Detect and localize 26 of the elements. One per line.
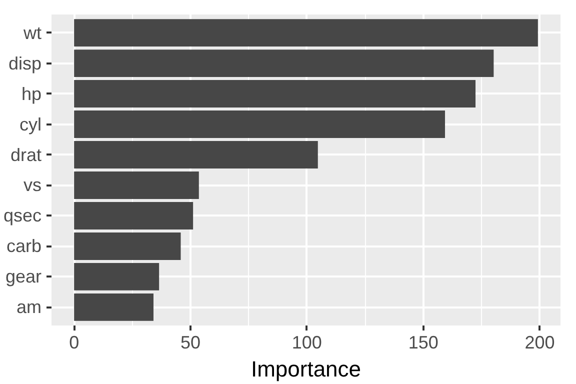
y-tick-label: carb — [6, 236, 42, 256]
y-tick-label: qsec — [3, 206, 42, 226]
bar — [74, 202, 194, 230]
bar — [74, 141, 318, 168]
bar — [74, 110, 446, 138]
y-tick-label: drat — [10, 144, 42, 165]
bar — [74, 50, 494, 78]
y-tick-label: disp — [8, 53, 42, 74]
bar — [74, 262, 160, 290]
x-tick-label: 0 — [69, 332, 80, 352]
y-tick-label: hp — [21, 84, 42, 104]
x-axis-title: Importance — [250, 356, 362, 382]
x-tick-label: 200 — [524, 332, 555, 352]
bar — [74, 232, 181, 260]
y-tick-label: vs — [24, 175, 42, 196]
x-tick-label: 50 — [180, 332, 201, 352]
bar — [74, 172, 199, 199]
y-tick-label: cyl — [20, 114, 42, 134]
x-tick-label: 150 — [408, 332, 438, 352]
bar — [74, 80, 476, 108]
bar — [74, 293, 154, 321]
y-tick-label: wt — [22, 22, 42, 43]
x-tick-label: 100 — [292, 332, 322, 352]
y-tick-label: am — [16, 297, 42, 318]
bar — [74, 19, 538, 47]
y-tick-label: gear — [5, 266, 42, 287]
